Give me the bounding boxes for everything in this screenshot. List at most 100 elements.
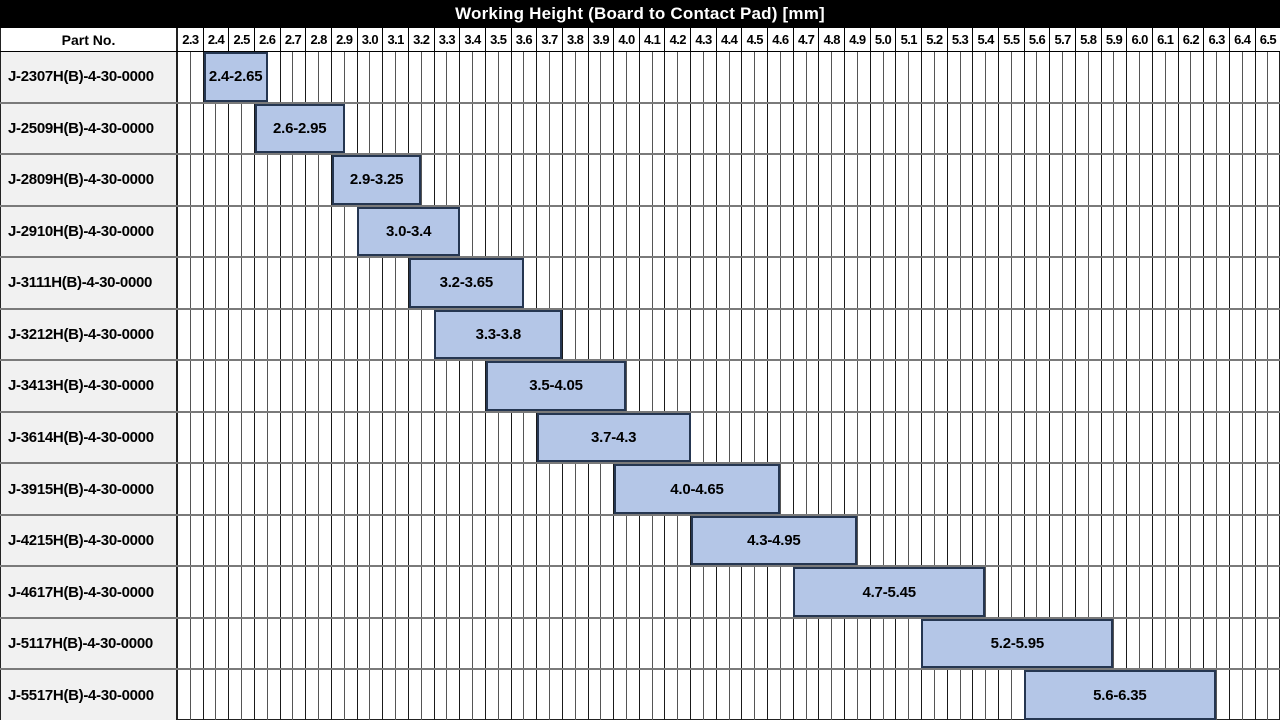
axis-tick: 6.3 — [1203, 28, 1229, 51]
grid-subcell — [767, 412, 780, 463]
part-no-cell: J-5517H(B)-4-30-0000 — [0, 670, 178, 720]
table-row: J-3111H(B)-4-30-0000 3.2-3.65 — [0, 256, 1280, 308]
grid-subcell — [908, 206, 921, 257]
grid-subcell — [741, 155, 754, 205]
table-row: J-5517H(B)-4-30-0000 5.6-6.35 — [0, 668, 1280, 720]
grid-subcell — [625, 258, 639, 308]
grid-subcell — [831, 258, 844, 308]
grid-subcell — [523, 155, 536, 205]
grid-subcell — [1126, 567, 1139, 617]
grid-subcell — [407, 258, 421, 308]
grid-subcell — [1074, 412, 1088, 463]
grid-subcell — [651, 52, 665, 102]
grid-subcell — [1254, 412, 1268, 463]
grid-subcell — [831, 670, 844, 720]
grid-subcell — [215, 258, 228, 308]
grid-subcell — [664, 155, 677, 205]
grid-subcell — [407, 567, 421, 617]
grid-subcell — [1100, 155, 1114, 205]
grid-subcell — [882, 155, 896, 205]
grid-subcell — [330, 412, 344, 463]
grid-subcell — [908, 464, 921, 514]
grid-subcell — [343, 412, 357, 463]
grid-subcell — [497, 206, 511, 257]
grid-subcell — [831, 155, 844, 205]
axis-tick: 3.5 — [484, 28, 511, 51]
grid-subcell — [1177, 361, 1191, 411]
range-bar: 3.5-4.05 — [485, 361, 627, 411]
grid-subcell — [664, 361, 677, 411]
grid-subcell — [741, 52, 754, 102]
row-chart-area: 3.5-4.05 — [178, 361, 1280, 411]
grid-subcell — [754, 670, 767, 720]
grid-subcell — [574, 52, 588, 102]
grid-subcell — [1139, 412, 1152, 463]
grid-subcell — [728, 412, 742, 463]
grid-subcell — [792, 618, 806, 669]
grid-subcell — [600, 52, 613, 102]
grid-subcell — [818, 464, 831, 514]
grid-subcell — [1151, 567, 1165, 617]
grid-subcell — [985, 412, 998, 463]
grid-subcell — [715, 155, 729, 205]
axis-tick: 4.6 — [767, 28, 793, 51]
grid-subcell — [253, 412, 267, 463]
grid-subcell — [677, 515, 690, 566]
grid-subcell — [1267, 206, 1280, 257]
grid-subcell — [805, 103, 819, 154]
grid-subcell — [664, 258, 677, 308]
grid-subcell — [189, 412, 203, 463]
grid-subcell — [792, 412, 806, 463]
grid-subcell — [1087, 567, 1101, 617]
grid-subcell — [536, 464, 549, 514]
part-no-cell: J-3212H(B)-4-30-0000 — [0, 309, 178, 360]
grid-subcell — [959, 670, 973, 720]
grid-subcell — [1139, 258, 1152, 308]
grid-subcell — [241, 206, 254, 257]
grid-subcell — [1151, 155, 1165, 205]
grid-subcell — [767, 309, 780, 360]
axis-tick: 6.1 — [1151, 28, 1178, 51]
grid-subcell — [1203, 618, 1216, 669]
grid-subcell — [779, 258, 793, 308]
grid-subcell — [1228, 155, 1242, 205]
grid-subcell — [189, 52, 203, 102]
grid-subcell — [266, 670, 280, 720]
grid-subcell — [1087, 52, 1101, 102]
grid-subcell — [1036, 155, 1049, 205]
grid-subcell — [1228, 309, 1242, 360]
grid-subcell — [1062, 309, 1075, 360]
grid-subcell — [1203, 412, 1216, 463]
grid-subcell — [767, 206, 780, 257]
grid-subcell — [1151, 258, 1165, 308]
grid-subcell — [805, 309, 819, 360]
grid-subcell — [446, 52, 459, 102]
grid-subcell — [1216, 361, 1229, 411]
grid-subcell — [305, 618, 318, 669]
grid-subcell — [741, 258, 754, 308]
grid-subcell — [369, 52, 382, 102]
grid-subcell — [985, 103, 998, 154]
grid-subcell — [228, 103, 241, 154]
grid-subcell — [651, 618, 665, 669]
grid-subcell — [908, 361, 921, 411]
grid-subcell — [1267, 361, 1280, 411]
grid-subcell — [1139, 155, 1152, 205]
grid-subcell — [574, 670, 588, 720]
grid-subcell — [959, 464, 973, 514]
grid-subcell — [856, 309, 870, 360]
grid-subcell — [1190, 52, 1203, 102]
grid-subcell — [497, 464, 511, 514]
grid-subcell — [779, 52, 793, 102]
grid-subcell — [1062, 155, 1075, 205]
grid-subcell — [985, 670, 998, 720]
grid-subcell — [241, 361, 254, 411]
grid-subcell — [779, 412, 793, 463]
grid-subcell — [831, 103, 844, 154]
grid-subcell — [831, 464, 844, 514]
grid-subcell — [1074, 52, 1088, 102]
grid-subcell — [1074, 258, 1088, 308]
grid-subcell — [395, 618, 408, 669]
grid-subcell — [895, 103, 908, 154]
grid-subcell — [369, 361, 382, 411]
